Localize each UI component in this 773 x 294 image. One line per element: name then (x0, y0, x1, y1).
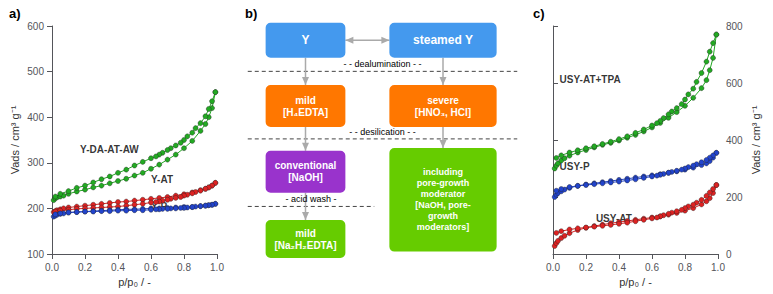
svg-text:[HNO₃, HCl]: [HNO₃, HCl] (415, 107, 471, 118)
svg-text:moderators]: moderators] (417, 222, 470, 232)
svg-text:200: 200 (726, 192, 743, 203)
svg-text:400: 400 (726, 135, 743, 146)
svg-text:1.0: 1.0 (210, 262, 224, 273)
svg-text:800: 800 (726, 21, 743, 32)
svg-text:600: 600 (726, 78, 743, 89)
svg-text:0.6: 0.6 (144, 262, 158, 273)
svg-text:including: including (423, 167, 463, 177)
svg-text:mild: mild (295, 228, 316, 239)
svg-text:a): a) (9, 6, 21, 21)
svg-text:0.2: 0.2 (579, 262, 593, 273)
svg-text:0.6: 0.6 (645, 262, 659, 273)
svg-text:0.8: 0.8 (678, 262, 692, 273)
svg-text:[NaOH]: [NaOH] (288, 172, 322, 183)
svg-text:500: 500 (27, 66, 44, 77)
svg-text:0.4: 0.4 (612, 262, 626, 273)
svg-text:0.0: 0.0 (546, 262, 560, 273)
svg-text:pore-growth: pore-growth (417, 178, 470, 188)
svg-text:USY-P: USY-P (560, 161, 590, 172)
svg-text:[H₄EDTA]: [H₄EDTA] (283, 107, 328, 118)
svg-text:moderator: moderator (421, 189, 466, 199)
svg-text:Y-P: Y-P (151, 200, 168, 212)
svg-text:0: 0 (726, 249, 732, 260)
svg-text:severe: severe (427, 95, 459, 106)
svg-text:Vads / cm³ g⁻¹: Vads / cm³ g⁻¹ (9, 105, 21, 174)
svg-text:USY-AT: USY-AT (595, 212, 632, 224)
svg-text:p/p₀ / -: p/p₀ / - (118, 276, 151, 288)
svg-text:600: 600 (27, 21, 44, 32)
svg-text:0.2: 0.2 (78, 262, 92, 273)
svg-text:100: 100 (27, 249, 44, 260)
svg-text:Vads / cm³ g⁻¹: Vads / cm³ g⁻¹ (750, 105, 762, 174)
svg-text:- - dealumination - -: - - dealumination - - (343, 59, 421, 69)
svg-text:b): b) (245, 6, 257, 21)
svg-text:1.0: 1.0 (711, 262, 725, 273)
svg-text:- - desilication - -: - - desilication - - (349, 127, 416, 137)
svg-text:200: 200 (27, 203, 44, 214)
svg-text:[Na₂H₂EDTA]: [Na₂H₂EDTA] (274, 240, 336, 251)
svg-text:USY-AT+TPA: USY-AT+TPA (560, 74, 621, 85)
svg-text:growth: growth (428, 211, 458, 221)
svg-text:300: 300 (27, 157, 44, 168)
svg-text:[NaOH, pore-: [NaOH, pore- (415, 200, 471, 210)
svg-text:0.0: 0.0 (45, 262, 59, 273)
svg-text:conventional: conventional (275, 160, 337, 171)
svg-text:- acid wash -: - acid wash - (285, 194, 336, 204)
svg-text:steamed Y: steamed Y (413, 33, 473, 47)
svg-text:p/p₀ / -: p/p₀ / - (619, 276, 652, 288)
svg-text:Y-AT: Y-AT (151, 174, 173, 185)
svg-text:0.8: 0.8 (177, 262, 191, 273)
svg-text:400: 400 (27, 112, 44, 123)
svg-text:Y: Y (301, 33, 309, 47)
svg-text:mild: mild (295, 95, 316, 106)
svg-text:Y-DA-AT-AW: Y-DA-AT-AW (80, 144, 139, 155)
svg-text:c): c) (533, 6, 545, 21)
svg-text:0.4: 0.4 (111, 262, 125, 273)
